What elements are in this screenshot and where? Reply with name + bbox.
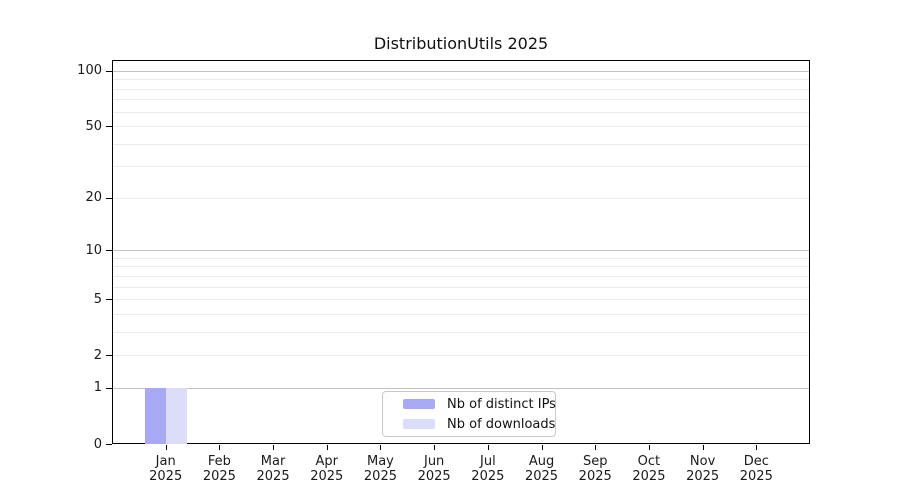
x-tick-may: [380, 445, 382, 450]
x-tick-month: Sep: [582, 454, 608, 469]
y-tick-2: [106, 355, 112, 356]
gridline-80: [113, 88, 809, 90]
x-tick-nov: [702, 445, 704, 450]
x-tick-year: 2025: [310, 469, 344, 484]
bar-downloads-jan: [165, 387, 187, 444]
gridline-6: [113, 286, 809, 288]
gridline-90: [113, 79, 809, 81]
y-tick-1: [106, 388, 112, 389]
y-tick-0: [106, 444, 112, 445]
x-tick-month: Dec: [743, 454, 769, 469]
x-tick-month: May: [367, 454, 394, 469]
x-tick-year: 2025: [363, 469, 397, 484]
y-tick-50: [106, 126, 112, 127]
y-tick-label-0: 0: [93, 436, 102, 452]
gridline-50: [113, 126, 809, 128]
legend-label-distinct-ips: Nb of distinct IPs: [447, 396, 556, 412]
gridline-7: [113, 275, 809, 277]
gridline-40: [113, 143, 809, 145]
x-tick-label-dec: Dec 2025: [719, 454, 793, 484]
gridline-70: [113, 99, 809, 101]
legend-swatch-downloads: [403, 419, 435, 429]
gridline-30: [113, 166, 809, 168]
x-tick-label-oct: Oct 2025: [612, 454, 686, 484]
x-tick-year: 2025: [632, 469, 666, 484]
legend: Nb of distinct IPs Nb of downloads: [382, 391, 556, 437]
y-tick-label-50: 50: [85, 118, 102, 134]
x-tick-label-feb: Feb 2025: [182, 454, 256, 484]
bar-distinct-ips-jan: [144, 387, 166, 444]
x-tick-jan: [165, 445, 167, 450]
y-tick-10: [106, 250, 112, 251]
x-tick-year: 2025: [202, 469, 236, 484]
y-tick-label-2: 2: [93, 347, 102, 363]
legend-label-downloads: Nb of downloads: [447, 416, 556, 432]
x-tick-year: 2025: [471, 469, 505, 484]
x-tick-year: 2025: [149, 469, 183, 484]
chart-title: DistributionUtils 2025: [373, 34, 549, 53]
gridline-60: [113, 111, 809, 113]
x-tick-month: Jan: [155, 454, 176, 469]
gridline-20: [113, 197, 809, 199]
x-tick-year: 2025: [578, 469, 612, 484]
x-tick-month: Mar: [260, 454, 286, 469]
plot-area: [112, 60, 810, 444]
gridline-4: [113, 313, 809, 315]
x-tick-label-may: May 2025: [343, 454, 417, 484]
x-tick-year: 2025: [417, 469, 451, 484]
x-tick-label-mar: Mar 2025: [236, 454, 310, 484]
y-tick-label-100: 100: [77, 63, 102, 79]
x-tick-dec: [756, 445, 758, 450]
legend-entry-distinct-ips: Nb of distinct IPs: [403, 394, 556, 414]
gridline-3: [113, 331, 809, 333]
x-tick-month: Jul: [480, 454, 496, 469]
x-tick-mar: [273, 445, 275, 450]
x-tick-label-jul: Jul 2025: [451, 454, 525, 484]
x-tick-month: Aug: [528, 454, 555, 469]
y-tick-label-20: 20: [85, 190, 102, 206]
x-tick-sep: [595, 445, 597, 450]
y-tick-20: [106, 198, 112, 199]
x-tick-label-apr: Apr 2025: [290, 454, 364, 484]
gridline-9: [113, 257, 809, 259]
gridline-2: [113, 355, 809, 357]
y-tick-label-5: 5: [93, 291, 102, 307]
x-tick-month: Feb: [207, 454, 231, 469]
x-tick-jun: [434, 445, 436, 450]
x-tick-month: Oct: [637, 454, 661, 469]
y-tick-label-10: 10: [85, 242, 102, 258]
legend-entry-downloads: Nb of downloads: [403, 414, 555, 434]
x-tick-month: Nov: [689, 454, 716, 469]
x-tick-aug: [541, 445, 543, 450]
x-tick-label-jan: Jan 2025: [129, 454, 203, 484]
x-tick-oct: [648, 445, 650, 450]
gridline-5: [113, 299, 809, 301]
x-tick-year: 2025: [524, 469, 559, 484]
x-tick-label-aug: Aug 2025: [505, 454, 579, 484]
gridline-8: [113, 266, 809, 268]
legend-swatch-distinct-ips: [403, 399, 435, 409]
x-tick-apr: [326, 445, 328, 450]
x-tick-label-sep: Sep 2025: [558, 454, 632, 484]
gridline-10: [113, 250, 809, 252]
x-tick-year: 2025: [739, 469, 773, 484]
y-tick-label-1: 1: [93, 380, 102, 396]
gridline-100: [113, 70, 809, 72]
x-tick-feb: [219, 445, 221, 450]
x-tick-month: Apr: [315, 454, 339, 469]
y-tick-5: [106, 299, 112, 300]
x-tick-year: 2025: [686, 469, 720, 484]
y-tick-100: [106, 71, 112, 72]
gridline-1: [113, 387, 809, 389]
x-tick-month: Jun: [423, 454, 445, 469]
x-tick-year: 2025: [256, 469, 290, 484]
x-tick-jul: [487, 445, 489, 450]
x-tick-label-jun: Jun 2025: [397, 454, 471, 484]
x-tick-label-nov: Nov 2025: [666, 454, 740, 484]
